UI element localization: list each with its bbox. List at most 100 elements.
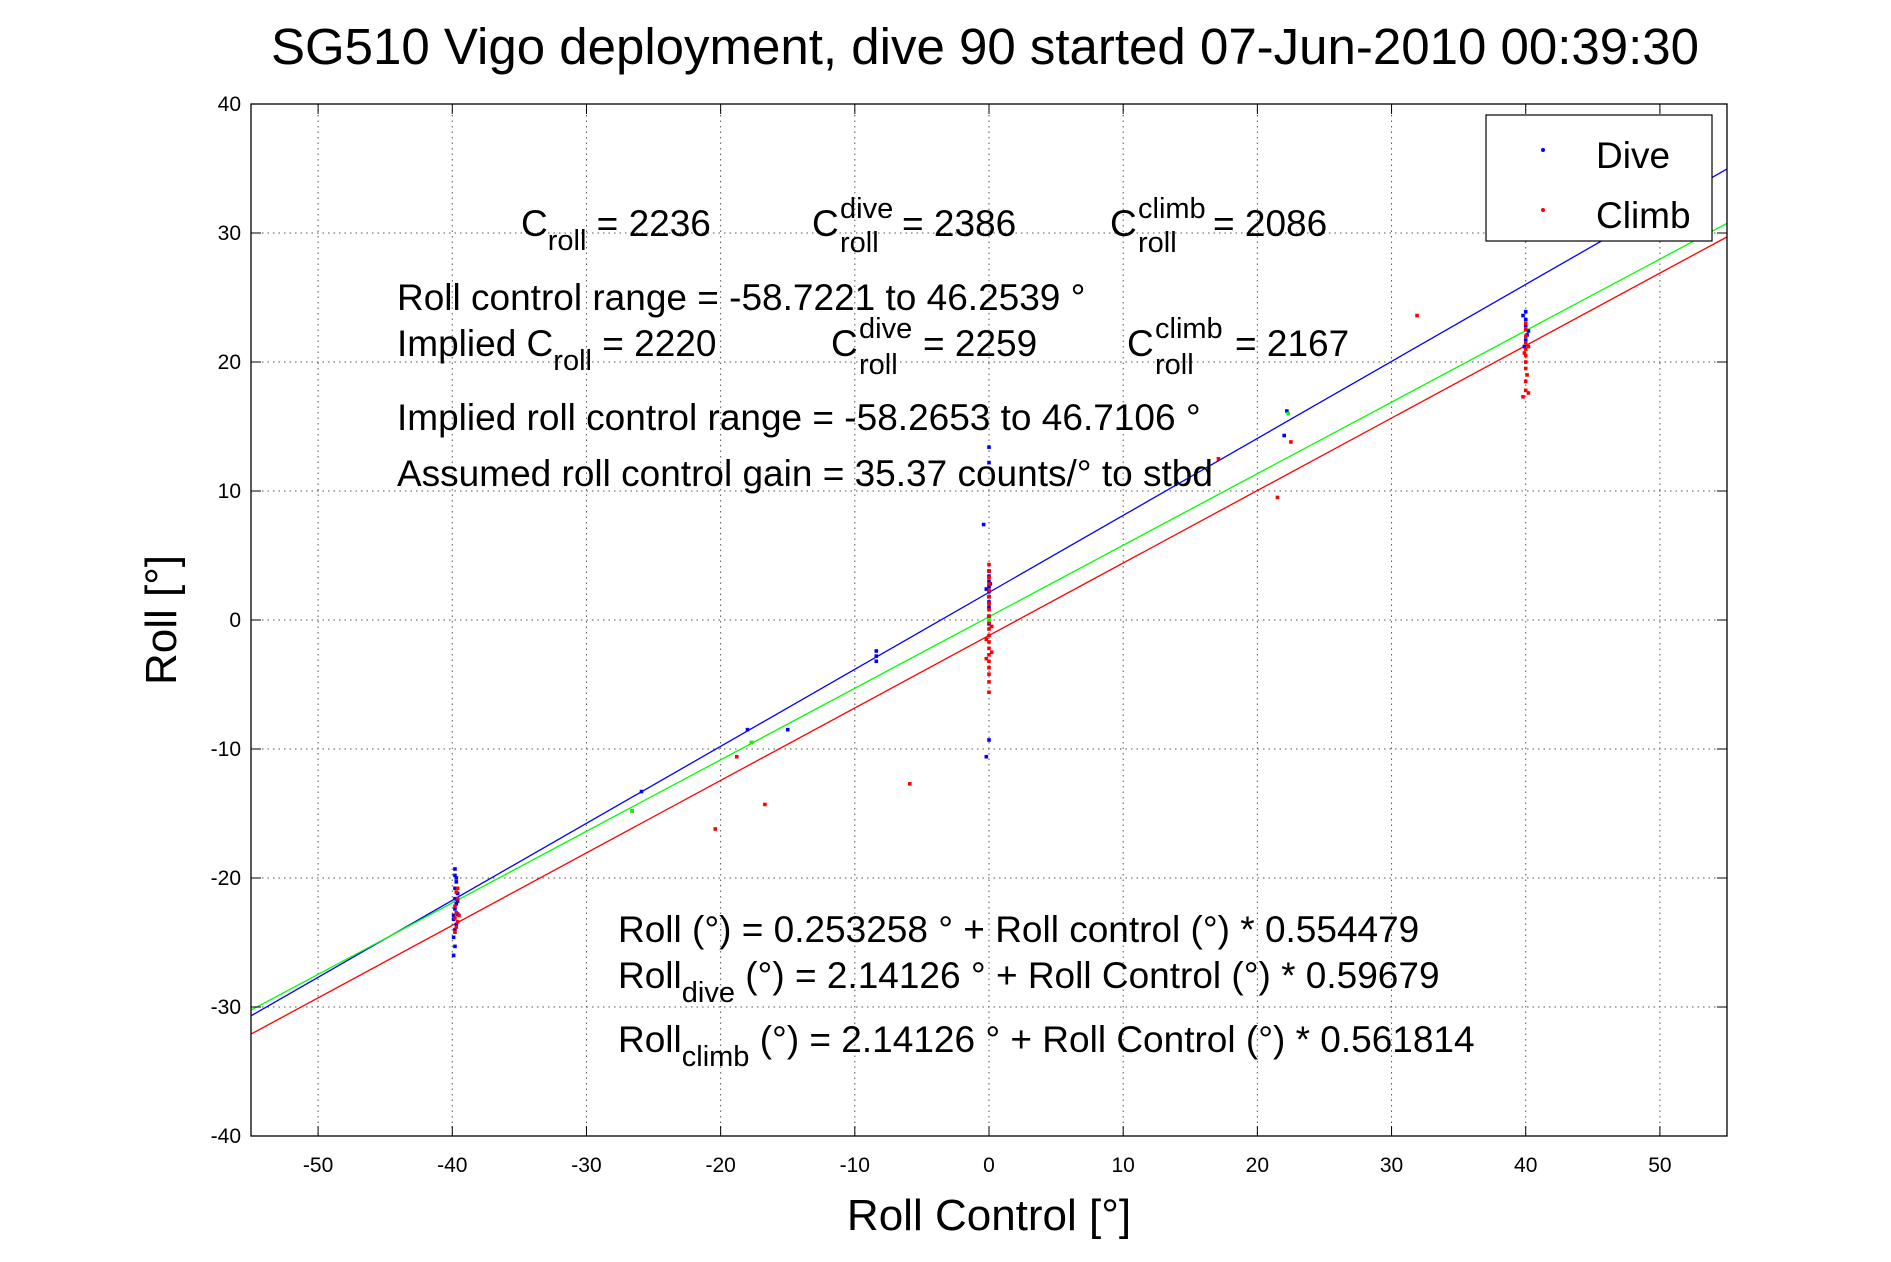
data-point-series-0 (454, 902, 459, 906)
data-point-series-1 (1275, 495, 1280, 500)
data-point-series-1 (987, 665, 991, 670)
fit-climb-sub: climb (682, 1041, 750, 1073)
data-point-series-0 (1523, 317, 1528, 322)
data-point-series-0 (451, 913, 456, 918)
data-point-series-1 (1523, 334, 1528, 338)
data-point-series-0 (987, 584, 991, 589)
data-point-series-1 (1523, 366, 1528, 371)
data-point-series-0 (453, 896, 457, 901)
assumed-gain: Assumed roll control gain = 35.37 counts… (397, 453, 1213, 494)
c-roll-dive-sup: dive (840, 193, 893, 225)
y-tick-label: 30 (218, 222, 241, 245)
c-roll-dive-value: = 2386 (902, 203, 1016, 244)
data-point-series-1 (453, 916, 457, 920)
data-point-series-1 (453, 904, 457, 909)
legend-dive-label: Dive (1596, 135, 1670, 176)
implied-c-climb-sub: roll (1155, 349, 1194, 381)
data-points (451, 309, 1531, 958)
implied-c-climb-base: C (1127, 323, 1154, 364)
data-point-series-1 (1415, 313, 1419, 318)
x-tick-label: -10 (840, 1154, 870, 1177)
implied-c-climb-value: = 2167 (1235, 323, 1349, 364)
c-roll-climb-sub: roll (1138, 227, 1177, 259)
data-point-series-1 (984, 637, 989, 642)
y-tick-label: 10 (218, 480, 241, 503)
data-point-series-1 (1523, 353, 1528, 358)
data-point-series-1 (734, 754, 739, 759)
legend-climb-marker (1541, 208, 1545, 212)
c-roll-sub: roll (548, 225, 587, 257)
c-roll-dive-sub: roll (840, 227, 879, 259)
fit-climb-equation: Rollclimb (°) = 2.14126 ° + Roll Control… (618, 1019, 1475, 1073)
data-point-series-0 (987, 445, 991, 449)
data-point-series-0 (984, 587, 989, 591)
c-roll-base: C (521, 203, 548, 244)
data-point-series-1 (987, 569, 991, 573)
data-point-series-1 (1523, 388, 1528, 393)
data-point-series-1 (987, 659, 991, 664)
implied-c-roll-value: = 2220 (592, 323, 716, 364)
fit-all-equation: Roll (°) = 0.253258 ° + Roll control (°)… (618, 909, 1419, 950)
data-point-series-2 (749, 740, 754, 745)
data-point-series-1 (987, 653, 991, 657)
data-point-series-1 (1216, 456, 1221, 461)
data-point-series-1 (713, 827, 718, 831)
implied-c-dive-sub: roll (859, 349, 898, 381)
c-roll-climb-value: = 2086 (1213, 203, 1327, 244)
data-point-series-1 (987, 601, 991, 606)
data-point-series-0 (1285, 409, 1289, 413)
data-point-series-0 (454, 922, 459, 927)
data-point-series-1 (987, 607, 991, 612)
data-point-series-0 (785, 727, 790, 732)
data-point-series-1 (1523, 327, 1528, 332)
x-tick-label: -40 (437, 1154, 467, 1177)
data-point-series-0 (1282, 433, 1286, 438)
c-roll-climb-sup: climb (1138, 193, 1206, 225)
data-point-series-0 (987, 738, 991, 742)
data-point-series-1 (1523, 379, 1528, 384)
implied-c-dive-value: = 2259 (923, 323, 1037, 364)
data-point-series-0 (987, 605, 991, 609)
data-point-series-1 (987, 680, 991, 684)
data-point-series-1 (1522, 351, 1527, 355)
data-point-series-1 (455, 886, 460, 891)
data-point-series-0 (1526, 329, 1531, 333)
y-tick-label: -30 (211, 996, 241, 1019)
data-point-series-1 (1289, 440, 1293, 444)
data-point-series-1 (987, 614, 991, 618)
data-point-series-1 (987, 627, 991, 631)
implied-c-roll: Implied Croll = 2220 (397, 323, 716, 377)
legend-climb-label: Climb (1596, 195, 1691, 236)
implied-range: Implied roll control range = -58.2653 to… (397, 397, 1201, 438)
implied-c-climb-sup: climb (1155, 313, 1223, 345)
data-point-series-0 (1522, 344, 1527, 349)
x-tick-label: 50 (1648, 1154, 1671, 1177)
data-point-series-0 (451, 953, 456, 958)
data-point-series-1 (987, 646, 991, 651)
data-point-series-1 (984, 656, 989, 661)
fit-dive-sub: dive (682, 977, 735, 1009)
y-tick-label: 20 (218, 351, 241, 374)
data-point-series-1 (763, 802, 767, 807)
data-point-series-0 (453, 944, 457, 949)
fit-dive-rest: (°) = 2.14126 ° + Roll Control (°) * 0.5… (735, 955, 1440, 996)
data-point-series-1 (455, 920, 460, 924)
c-roll-dive-base: C (812, 203, 839, 244)
data-point-series-0 (453, 873, 457, 878)
data-point-series-1 (453, 930, 457, 934)
data-point-series-0 (874, 649, 879, 653)
data-point-series-0 (1523, 324, 1528, 328)
grid-lines (251, 103, 1727, 1137)
data-point-series-1 (987, 588, 991, 593)
data-point-series-0 (639, 789, 644, 794)
data-point-series-0 (987, 579, 991, 584)
data-point-series-1 (987, 690, 991, 695)
data-point-series-1 (1525, 373, 1529, 377)
data-point-series-1 (454, 925, 459, 929)
data-point-series-1 (989, 650, 994, 655)
y-tick-label: -10 (211, 738, 241, 761)
y-tick-label: -20 (211, 867, 241, 890)
data-point-series-1 (454, 911, 459, 915)
data-point-series-2 (1286, 411, 1291, 416)
x-tick-label: 30 (1380, 1154, 1403, 1177)
